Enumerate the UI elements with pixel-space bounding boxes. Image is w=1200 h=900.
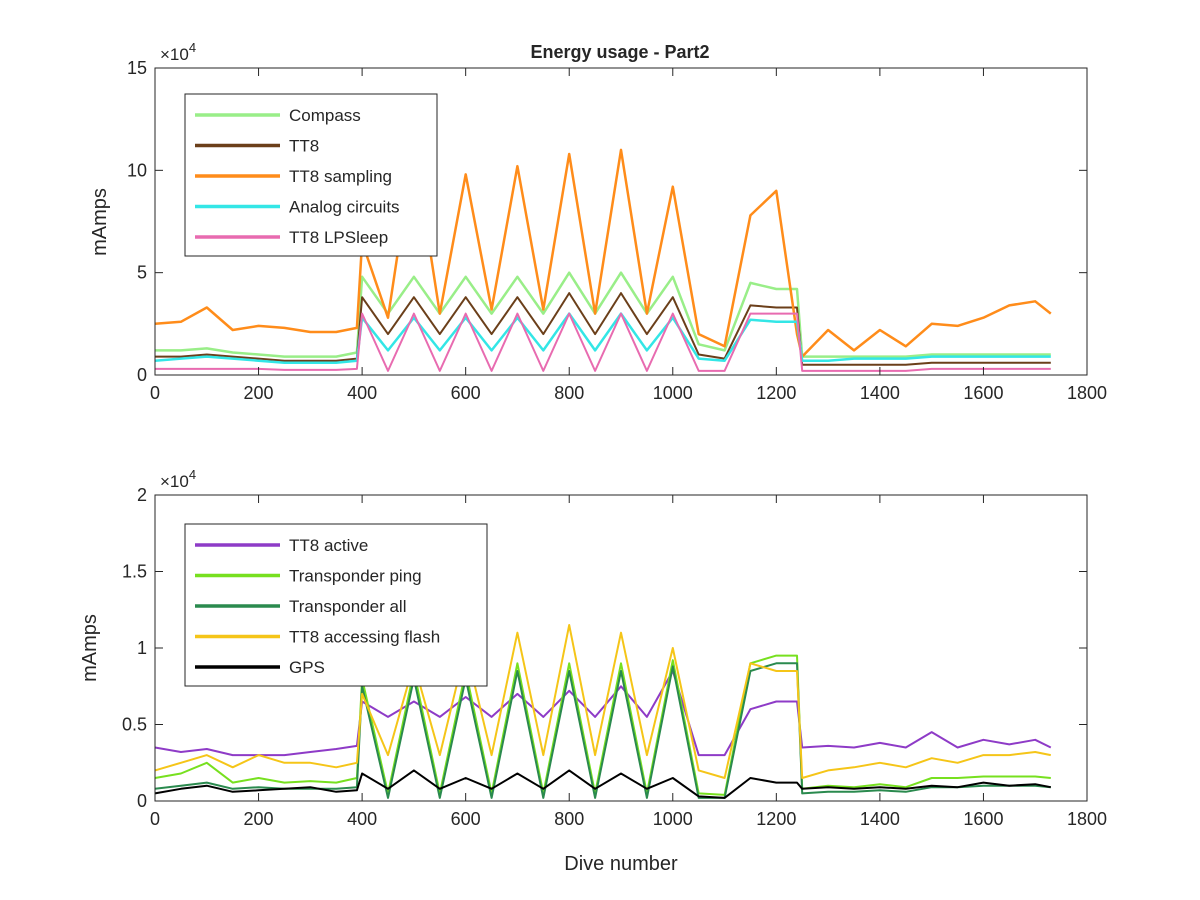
top-legend-label-analog-circuits: Analog circuits bbox=[289, 198, 400, 217]
top-legend-label-tt8-lpsleep: TT8 LPSleep bbox=[289, 228, 388, 247]
bottom-y-tick-label: 0.5 bbox=[122, 715, 147, 735]
bottom-series-line-transponder-ping bbox=[154, 654, 1051, 796]
bottom-x-tick-label: 1400 bbox=[860, 809, 900, 829]
top-x-tick-label: 0 bbox=[150, 383, 160, 403]
bottom-x-tick-label: 800 bbox=[554, 809, 584, 829]
top-series-line-tt8-lpsleep bbox=[155, 312, 1051, 372]
bottom-plot-lines bbox=[154, 624, 1052, 799]
bottom-x-axis: 0 200 400 600 800 1000 1200 1400 1600 1800 bbox=[150, 495, 1107, 829]
top-series-line-tt8-sampling bbox=[154, 144, 1052, 358]
bottom-y-tick-label: 2 bbox=[137, 485, 147, 505]
top-legend-label-tt8-sampling: TT8 sampling bbox=[289, 167, 392, 186]
top-x-tick-label: 1000 bbox=[653, 383, 693, 403]
top-legend-label-compass: Compass bbox=[289, 106, 361, 125]
top-series-line-analog-circuits bbox=[154, 312, 1051, 364]
bottom-x-axis-label: Dive number bbox=[564, 853, 678, 875]
bottom-series-line-tt8-accessing-flash bbox=[154, 624, 1051, 779]
top-legend: Compass TT8 TT8 sampling Analog circuits TT8… bbox=[184, 93, 438, 257]
bottom-legend-label-tt8-active: TT8 active bbox=[289, 536, 368, 555]
bottom-x-tick-label: 400 bbox=[347, 809, 377, 829]
bottom-series-line-gps bbox=[154, 769, 1051, 799]
top-series-line-compass bbox=[155, 271, 1051, 358]
top-x-tick-label: 1600 bbox=[963, 383, 1003, 403]
top-y-axis: 0 5 10 15 bbox=[127, 58, 1087, 385]
bottom-y-axis: 0 0.5 1 1.5 2 bbox=[122, 485, 1087, 811]
bottom-y-tick-label: 1.5 bbox=[122, 562, 147, 582]
bottom-x-tick-label: 1600 bbox=[963, 809, 1003, 829]
top-x-tick-label: 800 bbox=[554, 383, 584, 403]
bottom-x-tick-label: 200 bbox=[244, 809, 274, 829]
top-x-tick-label: 400 bbox=[347, 383, 377, 403]
top-y-tick-label: 5 bbox=[137, 263, 147, 283]
top-x-tick-label: 200 bbox=[244, 383, 274, 403]
top-x-tick-label: 1200 bbox=[756, 383, 796, 403]
top-series-line-tt8 bbox=[155, 292, 1051, 366]
bottom-x-tick-label: 0 bbox=[150, 809, 160, 829]
top-x-tick-label: 1800 bbox=[1067, 383, 1107, 403]
bottom-y-tick-label: 1 bbox=[137, 638, 147, 658]
top-x-axis: 0 200 400 600 800 1000 1200 1400 1600 1800 bbox=[150, 68, 1107, 403]
top-x-tick-label: 600 bbox=[451, 383, 481, 403]
bottom-y-tick-label: 0 bbox=[137, 791, 147, 811]
bottom-x-tick-label: 1000 bbox=[653, 809, 693, 829]
chart-title: Energy usage - Part2 bbox=[530, 42, 709, 62]
bottom-chart: mAmps Dive number ×104 0 200 400 600 800 1000… bbox=[79, 467, 1107, 875]
top-y-tick-label: 0 bbox=[137, 365, 147, 385]
bottom-y-axis-label: mAmps bbox=[79, 614, 101, 682]
bottom-series-line-tt8-active bbox=[154, 670, 1052, 757]
bottom-x-tick-label: 1200 bbox=[756, 809, 796, 829]
bottom-legend: TT8 active Transponder ping Transponder al… bbox=[184, 523, 488, 687]
top-y-tick-label: 10 bbox=[127, 160, 147, 180]
top-plot-lines bbox=[154, 144, 1052, 372]
bottom-legend-label-transponder-all: Transponder all bbox=[289, 597, 407, 616]
bottom-legend-label-gps: GPS bbox=[289, 658, 325, 677]
top-legend-label-tt8: TT8 bbox=[289, 137, 319, 156]
bottom-legend-label-transponder-ping: Transponder ping bbox=[289, 567, 422, 586]
top-y-tick-label: 15 bbox=[127, 58, 147, 78]
bottom-x-tick-label: 600 bbox=[451, 809, 481, 829]
top-x-tick-label: 1400 bbox=[860, 383, 900, 403]
top-axes-box bbox=[154, 67, 1088, 376]
bottom-x-tick-label: 1800 bbox=[1067, 809, 1107, 829]
bottom-legend-label-tt8-accessing-flash: TT8 accessing flash bbox=[289, 628, 440, 647]
top-y-axis-label: mAmps bbox=[89, 188, 111, 256]
top-chart: Energy usage - Part2 mAmps ×104 0 200 400 6… bbox=[89, 40, 1107, 403]
